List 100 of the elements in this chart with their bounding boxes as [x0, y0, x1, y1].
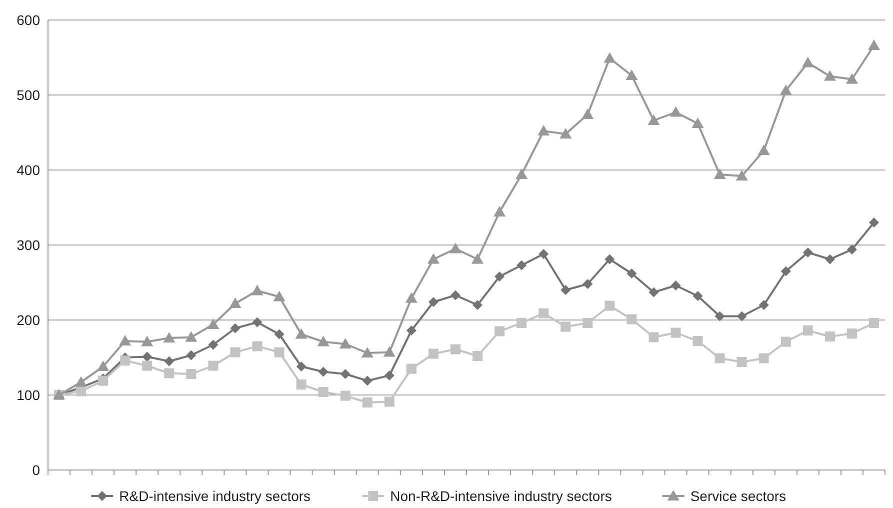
point [626, 268, 637, 278]
point [76, 386, 86, 396]
point [780, 266, 791, 276]
point [648, 287, 659, 298]
point [362, 398, 372, 408]
legend-label: Non-R&D-intensive industry sectors [390, 488, 612, 504]
point [406, 326, 416, 336]
point [384, 370, 394, 380]
point [207, 318, 220, 329]
point [868, 40, 880, 50]
point [230, 323, 240, 334]
point [758, 300, 769, 310]
point [405, 292, 418, 303]
point [494, 326, 505, 336]
point [824, 254, 835, 264]
point [141, 336, 154, 346]
point [296, 380, 306, 390]
point [97, 360, 110, 371]
point [120, 356, 130, 366]
point [208, 360, 218, 371]
point [780, 336, 791, 347]
point [604, 254, 615, 264]
y-tick-label: 0 [32, 462, 40, 478]
point [670, 106, 682, 117]
point [384, 396, 394, 407]
point [846, 244, 857, 254]
point [339, 338, 352, 348]
point [450, 290, 460, 300]
point [472, 351, 483, 361]
point [340, 390, 350, 401]
point [758, 144, 770, 155]
point [868, 218, 879, 228]
point [318, 366, 328, 377]
point [714, 353, 725, 364]
y-tick-label: 500 [16, 86, 40, 103]
point [119, 335, 132, 346]
point [186, 350, 196, 360]
legend-label: R&D-intensive industry sectors [119, 488, 311, 504]
point [626, 314, 637, 324]
point [428, 297, 438, 307]
point [362, 376, 372, 386]
point [670, 280, 681, 290]
point [714, 168, 726, 179]
point [296, 362, 306, 372]
point [648, 332, 659, 342]
point [824, 70, 836, 81]
point [846, 328, 857, 338]
point [736, 357, 747, 367]
point [295, 328, 308, 339]
point [538, 308, 549, 318]
point [582, 318, 593, 328]
point [582, 108, 594, 119]
point [229, 298, 242, 308]
point [427, 253, 440, 264]
point [516, 260, 527, 270]
point [494, 206, 506, 216]
point [185, 331, 198, 342]
point [538, 249, 549, 259]
point [802, 248, 813, 258]
point [186, 369, 196, 379]
point [582, 279, 593, 289]
point [692, 336, 703, 346]
point [230, 347, 240, 358]
point [868, 318, 879, 328]
point [318, 387, 328, 397]
point [163, 332, 176, 342]
point [406, 364, 416, 374]
point [670, 328, 681, 338]
point [164, 356, 174, 366]
point [251, 284, 264, 296]
point [164, 368, 174, 378]
point [648, 114, 660, 125]
point [75, 376, 88, 387]
point [450, 344, 460, 354]
y-tick-label: 300 [16, 236, 40, 253]
point [449, 242, 462, 254]
point [142, 352, 152, 362]
point [560, 322, 571, 332]
point [736, 311, 747, 322]
point [758, 353, 769, 364]
point [516, 318, 527, 328]
point [604, 52, 616, 63]
point [846, 73, 858, 84]
point [252, 317, 262, 328]
point [208, 340, 218, 350]
point [692, 118, 704, 128]
point [538, 125, 550, 136]
y-tick-label: 600 [16, 12, 40, 28]
point [494, 272, 505, 282]
point [361, 347, 374, 358]
point [252, 341, 262, 352]
point [560, 285, 571, 295]
point [317, 336, 330, 346]
point [273, 290, 286, 302]
point [780, 84, 792, 95]
point [516, 168, 528, 179]
point [98, 376, 108, 386]
point [428, 348, 438, 359]
point [714, 311, 725, 322]
point [274, 347, 284, 358]
